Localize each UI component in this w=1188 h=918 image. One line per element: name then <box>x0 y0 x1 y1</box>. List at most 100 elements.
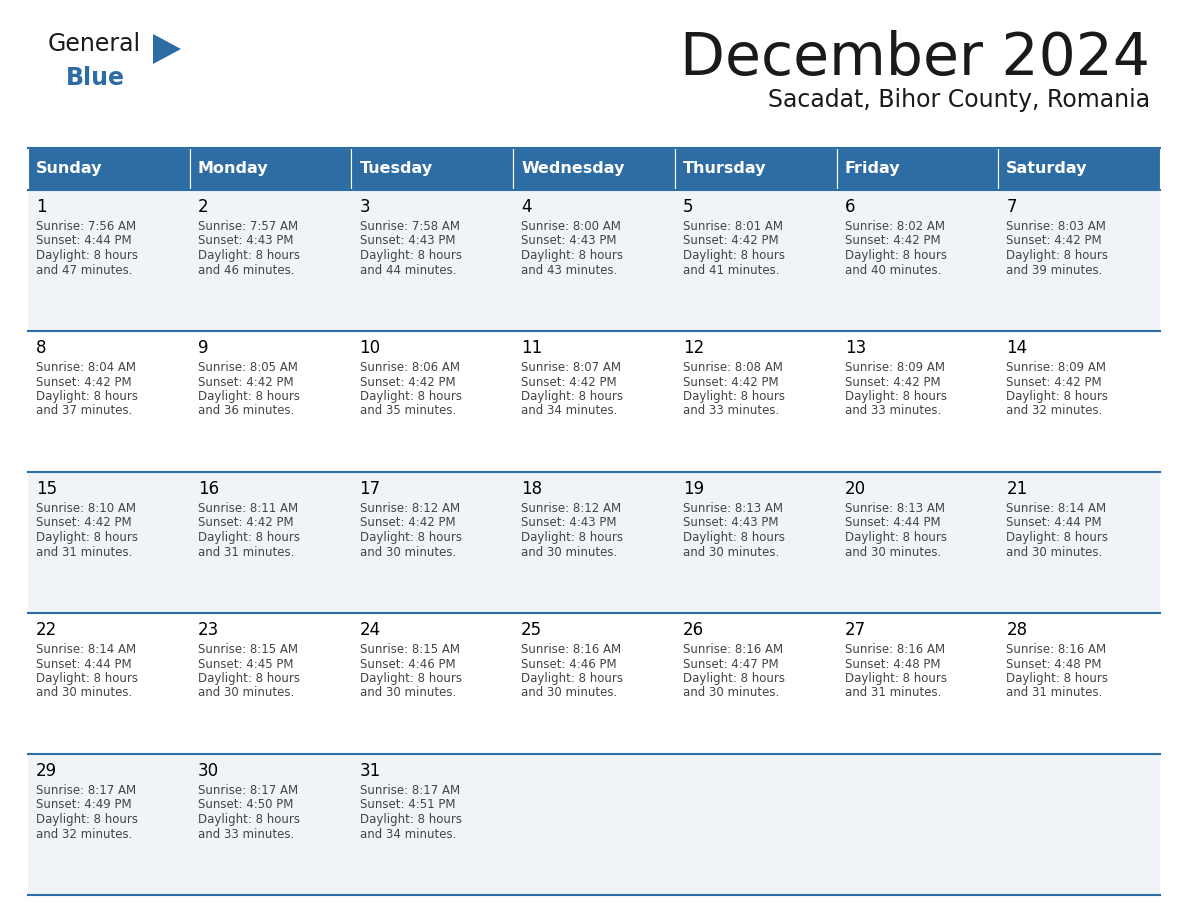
Text: Daylight: 8 hours: Daylight: 8 hours <box>36 390 138 403</box>
Text: Daylight: 8 hours: Daylight: 8 hours <box>1006 249 1108 262</box>
Text: Sunrise: 8:14 AM: Sunrise: 8:14 AM <box>1006 502 1106 515</box>
Text: Daylight: 8 hours: Daylight: 8 hours <box>197 813 299 826</box>
Text: Sunset: 4:42 PM: Sunset: 4:42 PM <box>683 375 778 388</box>
Text: 8: 8 <box>36 339 46 357</box>
Text: Sunrise: 8:04 AM: Sunrise: 8:04 AM <box>36 361 137 374</box>
Text: Sunset: 4:42 PM: Sunset: 4:42 PM <box>360 517 455 530</box>
Text: Daylight: 8 hours: Daylight: 8 hours <box>522 672 624 685</box>
Text: 21: 21 <box>1006 480 1028 498</box>
Text: Daylight: 8 hours: Daylight: 8 hours <box>36 531 138 544</box>
Bar <box>998 190 1159 331</box>
Text: Sunrise: 7:58 AM: Sunrise: 7:58 AM <box>360 220 460 233</box>
Bar <box>836 190 998 331</box>
Text: Daylight: 8 hours: Daylight: 8 hours <box>683 531 785 544</box>
Text: 6: 6 <box>845 198 855 216</box>
Text: Sunrise: 7:57 AM: Sunrise: 7:57 AM <box>197 220 298 233</box>
Text: and 30 minutes.: and 30 minutes. <box>36 687 132 700</box>
Text: Daylight: 8 hours: Daylight: 8 hours <box>360 390 461 403</box>
Bar <box>352 613 513 754</box>
Text: Sunset: 4:44 PM: Sunset: 4:44 PM <box>36 234 132 248</box>
Text: and 32 minutes.: and 32 minutes. <box>1006 405 1102 418</box>
Text: 25: 25 <box>522 621 543 639</box>
Bar <box>190 148 352 190</box>
Text: Sunrise: 8:08 AM: Sunrise: 8:08 AM <box>683 361 783 374</box>
Text: Wednesday: Wednesday <box>522 162 625 176</box>
Text: and 30 minutes.: and 30 minutes. <box>360 545 456 558</box>
Text: 31: 31 <box>360 762 381 780</box>
Text: Daylight: 8 hours: Daylight: 8 hours <box>683 249 785 262</box>
Text: and 36 minutes.: and 36 minutes. <box>197 405 295 418</box>
Text: Daylight: 8 hours: Daylight: 8 hours <box>36 672 138 685</box>
Text: Daylight: 8 hours: Daylight: 8 hours <box>1006 672 1108 685</box>
Text: 16: 16 <box>197 480 219 498</box>
Text: Sunset: 4:51 PM: Sunset: 4:51 PM <box>360 799 455 812</box>
Text: 22: 22 <box>36 621 57 639</box>
Text: Daylight: 8 hours: Daylight: 8 hours <box>197 531 299 544</box>
Text: Sunrise: 8:15 AM: Sunrise: 8:15 AM <box>360 643 460 656</box>
Text: 13: 13 <box>845 339 866 357</box>
Bar <box>29 472 190 613</box>
Bar <box>513 754 675 895</box>
Text: Daylight: 8 hours: Daylight: 8 hours <box>522 390 624 403</box>
Bar <box>352 331 513 472</box>
Text: Sunset: 4:42 PM: Sunset: 4:42 PM <box>36 517 132 530</box>
Text: and 31 minutes.: and 31 minutes. <box>197 545 295 558</box>
Text: Sunrise: 8:16 AM: Sunrise: 8:16 AM <box>522 643 621 656</box>
Text: Sunrise: 8:00 AM: Sunrise: 8:00 AM <box>522 220 621 233</box>
Text: Daylight: 8 hours: Daylight: 8 hours <box>197 390 299 403</box>
Text: and 46 minutes.: and 46 minutes. <box>197 263 295 276</box>
Bar <box>29 148 190 190</box>
Text: 29: 29 <box>36 762 57 780</box>
Text: Sunrise: 8:16 AM: Sunrise: 8:16 AM <box>683 643 783 656</box>
Bar <box>190 331 352 472</box>
Bar <box>836 754 998 895</box>
Bar <box>675 613 836 754</box>
Bar <box>352 190 513 331</box>
Text: 4: 4 <box>522 198 532 216</box>
Bar <box>836 613 998 754</box>
Text: 27: 27 <box>845 621 866 639</box>
Text: Daylight: 8 hours: Daylight: 8 hours <box>845 672 947 685</box>
Text: Daylight: 8 hours: Daylight: 8 hours <box>360 813 461 826</box>
Text: Sunrise: 8:17 AM: Sunrise: 8:17 AM <box>360 784 460 797</box>
Text: Daylight: 8 hours: Daylight: 8 hours <box>845 249 947 262</box>
Text: Sunrise: 8:07 AM: Sunrise: 8:07 AM <box>522 361 621 374</box>
Bar <box>998 754 1159 895</box>
Text: and 30 minutes.: and 30 minutes. <box>683 687 779 700</box>
Text: 5: 5 <box>683 198 694 216</box>
Text: Daylight: 8 hours: Daylight: 8 hours <box>683 390 785 403</box>
Text: Sunrise: 8:01 AM: Sunrise: 8:01 AM <box>683 220 783 233</box>
Text: and 30 minutes.: and 30 minutes. <box>522 545 618 558</box>
Bar <box>190 754 352 895</box>
Text: Blue: Blue <box>67 66 125 90</box>
Bar <box>29 331 190 472</box>
Text: Saturday: Saturday <box>1006 162 1088 176</box>
Text: Sunset: 4:50 PM: Sunset: 4:50 PM <box>197 799 293 812</box>
Text: Sunset: 4:42 PM: Sunset: 4:42 PM <box>197 517 293 530</box>
Text: Sunset: 4:48 PM: Sunset: 4:48 PM <box>845 657 940 670</box>
Bar <box>190 613 352 754</box>
Text: and 34 minutes.: and 34 minutes. <box>522 405 618 418</box>
Bar <box>352 472 513 613</box>
Text: 7: 7 <box>1006 198 1017 216</box>
Text: 11: 11 <box>522 339 543 357</box>
Text: and 39 minutes.: and 39 minutes. <box>1006 263 1102 276</box>
Text: Sunset: 4:42 PM: Sunset: 4:42 PM <box>197 375 293 388</box>
Text: Daylight: 8 hours: Daylight: 8 hours <box>360 531 461 544</box>
Text: and 30 minutes.: and 30 minutes. <box>1006 545 1102 558</box>
Text: Daylight: 8 hours: Daylight: 8 hours <box>522 531 624 544</box>
Text: Sunset: 4:42 PM: Sunset: 4:42 PM <box>845 234 940 248</box>
Text: 30: 30 <box>197 762 219 780</box>
Text: Daylight: 8 hours: Daylight: 8 hours <box>1006 531 1108 544</box>
Text: 10: 10 <box>360 339 380 357</box>
Text: 18: 18 <box>522 480 543 498</box>
Text: and 30 minutes.: and 30 minutes. <box>845 545 941 558</box>
Text: Sunrise: 8:13 AM: Sunrise: 8:13 AM <box>683 502 783 515</box>
Text: Sunrise: 8:13 AM: Sunrise: 8:13 AM <box>845 502 944 515</box>
Bar <box>836 148 998 190</box>
Text: and 47 minutes.: and 47 minutes. <box>36 263 133 276</box>
Text: Monday: Monday <box>197 162 268 176</box>
Bar <box>29 613 190 754</box>
Bar <box>513 148 675 190</box>
Text: and 33 minutes.: and 33 minutes. <box>683 405 779 418</box>
